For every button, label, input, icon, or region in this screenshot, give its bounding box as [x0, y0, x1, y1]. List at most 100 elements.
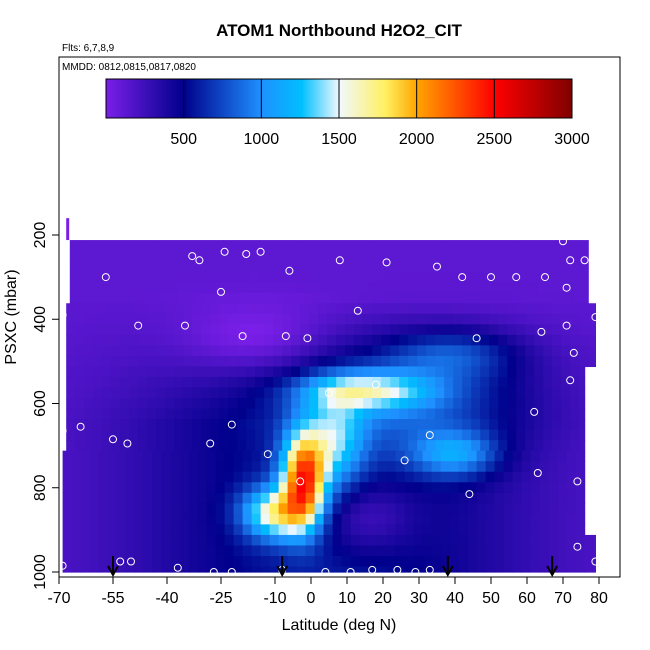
heat-cell: [142, 272, 152, 283]
heat-cell: [525, 409, 535, 420]
heat-cell: [120, 335, 130, 346]
heat-cell: [90, 545, 100, 556]
heat-cell: [147, 356, 157, 367]
heat-cell: [97, 293, 107, 304]
heat-cell: [270, 545, 280, 556]
heat-cell: [439, 251, 449, 262]
x-tick-label: -55: [101, 590, 124, 607]
heat-cell: [556, 282, 566, 293]
heat-cell: [486, 472, 496, 483]
heat-cell: [480, 303, 490, 314]
heat-cell: [417, 345, 427, 356]
heat-cell: [480, 345, 490, 356]
heat-cell: [171, 472, 181, 483]
heat-cell: [462, 303, 472, 314]
heat-cell: [396, 451, 406, 462]
heat-cell: [135, 535, 145, 546]
heat-cell: [531, 482, 541, 493]
heat-cell: [63, 514, 73, 525]
heat-cell: [441, 503, 451, 514]
heat-cell: [138, 440, 148, 451]
heat-cell: [180, 545, 190, 556]
heat-cell: [297, 567, 307, 573]
heat-cell: [117, 493, 127, 504]
heat-cell: [435, 345, 445, 356]
heat-cell: [63, 545, 73, 556]
heat-cell: [147, 377, 157, 388]
heat-cell: [102, 345, 112, 356]
heat-cell: [556, 240, 566, 251]
heat-cell: [457, 293, 467, 304]
heat-cell: [414, 493, 424, 504]
heat-cell: [93, 314, 103, 325]
heat-cell: [381, 314, 391, 325]
heat-cell: [120, 387, 130, 398]
heat-cell: [300, 303, 310, 314]
heat-cell: [241, 240, 251, 251]
heat-cell: [153, 567, 163, 573]
heat-cell: [81, 503, 91, 514]
heat-cell: [574, 240, 584, 251]
heat-cell: [471, 387, 481, 398]
heat-cell: [99, 556, 109, 567]
heat-cell: [498, 314, 508, 325]
heat-cell: [414, 472, 424, 483]
heat-cell: [315, 503, 325, 514]
heat-cell: [165, 387, 175, 398]
heat-cell: [63, 482, 73, 493]
heat-cell: [279, 535, 289, 546]
heat-cell: [79, 240, 89, 251]
heat-cell: [232, 293, 242, 304]
heat-cell: [84, 335, 94, 346]
heat-cell: [252, 545, 262, 556]
heat-cell: [381, 440, 391, 451]
heat-cell: [477, 514, 487, 525]
heat-cell: [369, 524, 379, 535]
heat-cell: [480, 409, 490, 420]
heat-cell: [234, 503, 244, 514]
heat-cell: [351, 493, 361, 504]
heat-cell: [309, 314, 319, 325]
heat-cell: [183, 377, 193, 388]
heat-cell: [408, 387, 418, 398]
heat-cell: [444, 303, 454, 314]
heat-cell: [102, 387, 112, 398]
heat-cell: [480, 324, 490, 335]
heat-cell: [342, 451, 352, 462]
heat-cell: [250, 293, 260, 304]
heat-cell: [84, 303, 94, 314]
heat-cell: [210, 366, 220, 377]
heat-cell: [576, 461, 586, 472]
heat-cell: [106, 293, 116, 304]
heat-cell: [144, 461, 154, 472]
heat-cell: [378, 482, 388, 493]
heat-cell: [507, 314, 517, 325]
heat-cell: [84, 377, 94, 388]
heat-cell: [462, 314, 472, 325]
heat-cell: [462, 430, 472, 441]
heat-cell: [405, 535, 415, 546]
heat-cell: [426, 335, 436, 346]
heat-cell: [459, 524, 469, 535]
x-tick-label: 50: [482, 590, 500, 607]
heat-cell: [228, 366, 238, 377]
heat-cell: [360, 535, 370, 546]
heat-cell: [313, 293, 323, 304]
heat-cell: [477, 472, 487, 483]
heat-cell: [313, 240, 323, 251]
heat-cell: [156, 335, 166, 346]
x-tick-label: 30: [410, 590, 428, 607]
heat-cell: [133, 240, 143, 251]
heat-cell: [66, 218, 69, 240]
heat-cell: [297, 451, 307, 462]
heat-cell: [117, 545, 127, 556]
heat-cell: [558, 556, 568, 567]
heat-cell: [156, 314, 166, 325]
heat-cell: [570, 324, 580, 335]
heat-cell: [156, 398, 166, 409]
heat-cell: [234, 461, 244, 472]
heat-cell: [201, 303, 211, 314]
heat-cell: [115, 293, 125, 304]
heat-cell: [201, 387, 211, 398]
heat-cell: [439, 293, 449, 304]
